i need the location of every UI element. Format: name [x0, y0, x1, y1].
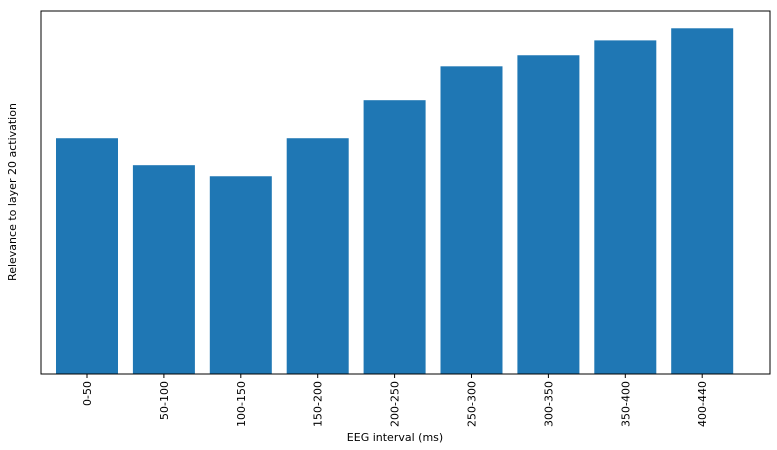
x-tick-label: 400-440 — [696, 381, 709, 427]
x-axis-label: EEG interval (ms) — [347, 431, 443, 444]
y-axis-label: Relevance to layer 20 activation — [6, 103, 19, 281]
bar — [132, 165, 195, 374]
bar — [286, 138, 349, 374]
bar — [594, 40, 657, 375]
x-tick-label: 150-200 — [312, 381, 325, 427]
x-tick-label: 50-100 — [158, 381, 171, 420]
bar — [517, 55, 580, 374]
bar — [671, 28, 734, 375]
x-tick-label: 200-250 — [389, 381, 402, 427]
x-tick-label: 350-400 — [619, 381, 632, 427]
x-tick-label: 300-350 — [542, 381, 555, 427]
x-tick-label: 100-150 — [235, 381, 248, 427]
x-tick-label: 250-300 — [466, 381, 479, 427]
bar — [440, 66, 503, 375]
bar — [363, 100, 426, 375]
plot-frame — [40, 10, 771, 375]
bar — [56, 138, 118, 374]
bar — [209, 176, 272, 374]
x-tick-label: 0-50 — [81, 381, 94, 406]
